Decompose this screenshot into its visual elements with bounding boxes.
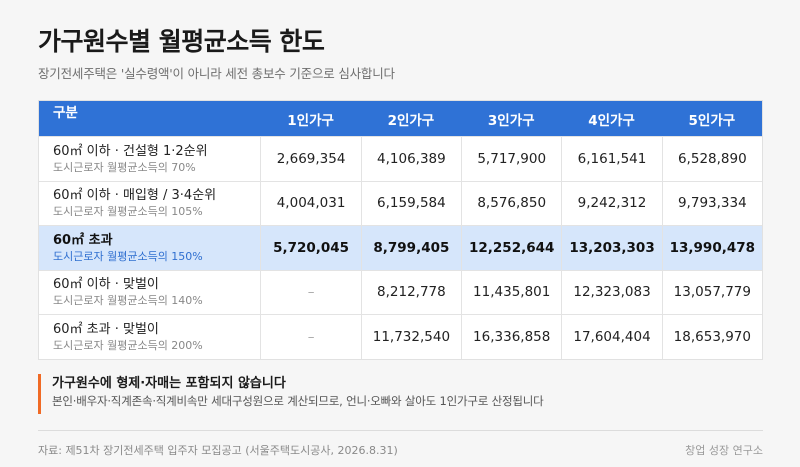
note-body: 본인·배우자·직계존속·직계비속만 세대구성원으로 계산되므로, 언니·오빠와 … (52, 394, 544, 408)
value-cell: 6,161,541 (561, 137, 661, 181)
source-citation: 자료: 제51차 장기전세주택 입주자 모집공고 (서울주택도시공사, 2026… (38, 444, 398, 457)
note-title: 가구원수에 형제·자매는 포함되지 않습니다 (52, 376, 286, 391)
header-4-person: 4인가구 (588, 112, 635, 129)
row-label: 60㎡ 초과 (53, 232, 113, 248)
value-cell: 12,323,083 (561, 270, 661, 314)
value-cell: 8,576,850 (461, 181, 561, 225)
value-cell: 4,004,031 (260, 181, 360, 225)
row-category: 60㎡ 이하 · 건설형 1·2순위 도시근로자 월평균소득의 70% (39, 137, 260, 181)
row-sublabel: 도시근로자 월평균소득의 105% (53, 205, 203, 219)
value-cell: 5,720,045 (260, 226, 360, 270)
value-cell: 5,717,900 (461, 137, 561, 181)
row-sublabel: 도시근로자 월평균소득의 70% (53, 160, 196, 174)
page-title: 가구원수별 월평균소득 한도 (38, 27, 325, 56)
value-cell: 16,336,858 (461, 315, 561, 359)
value-cell: 6,159,584 (360, 181, 461, 225)
header-1-person: 1인가구 (287, 112, 334, 129)
footer-divider (38, 430, 763, 431)
row-label: 60㎡ 이하 · 맞벌이 (53, 277, 159, 293)
table-row-highlighted: 60㎡ 초과 도시근로자 월평균소득의 150% 5,720,045 8,799… (39, 225, 762, 270)
table-row: 60㎡ 이하 · 건설형 1·2순위 도시근로자 월평균소득의 70% 2,66… (39, 136, 762, 181)
value-cell: 12,252,644 (461, 226, 561, 270)
value-cell: 9,793,334 (661, 181, 762, 225)
value-cell: 13,057,779 (661, 270, 762, 314)
row-label: 60㎡ 이하 · 건설형 1·2순위 (53, 143, 208, 159)
value-cell: 11,435,801 (461, 270, 561, 314)
value-cell: 11,732,540 (360, 315, 461, 359)
row-category: 60㎡ 초과 도시근로자 월평균소득의 150% (39, 226, 260, 270)
value-cell-empty: – (260, 315, 360, 359)
value-cell: 2,669,354 (260, 137, 360, 181)
value-cell: 18,653,970 (661, 315, 762, 359)
income-limit-table: 구분 1인가구 2인가구 3인가구 4인가구 5인가구 60㎡ 이하 · 건설형… (38, 100, 763, 360)
row-category: 60㎡ 이하 · 맞벌이 도시근로자 월평균소득의 140% (39, 271, 260, 315)
value-cell: 17,604,404 (561, 315, 661, 359)
value-cell: 8,799,405 (360, 226, 461, 270)
value-cell: 13,203,303 (561, 226, 661, 270)
header-category: 구분 (53, 105, 78, 121)
table-header-row: 구분 1인가구 2인가구 3인가구 4인가구 5인가구 (39, 101, 762, 136)
row-label: 60㎡ 초과 · 맞벌이 (53, 321, 159, 337)
value-cell: 6,528,890 (661, 137, 762, 181)
value-cell: 4,106,389 (360, 137, 461, 181)
header-2-person: 2인가구 (387, 112, 435, 129)
header-3-person: 3인가구 (487, 112, 535, 129)
row-sublabel: 도시근로자 월평균소득의 150% (53, 249, 203, 263)
row-category: 60㎡ 초과 · 맞벌이 도시근로자 월평균소득의 200% (39, 315, 260, 359)
header-5-person: 5인가구 (688, 112, 736, 129)
table-row: 60㎡ 이하 · 매입형 / 3·4순위 도시근로자 월평균소득의 105% 4… (39, 180, 762, 226)
row-label: 60㎡ 이하 · 매입형 / 3·4순위 (53, 188, 217, 204)
table-row: 60㎡ 이하 · 맞벌이 도시근로자 월평균소득의 140% – 8,212,7… (39, 269, 762, 315)
value-cell: 13,990,478 (661, 226, 762, 270)
table-row: 60㎡ 초과 · 맞벌이 도시근로자 월평균소득의 200% – 11,732,… (39, 314, 762, 359)
value-cell: 9,242,312 (561, 181, 661, 225)
row-sublabel: 도시근로자 월평균소득의 200% (53, 338, 203, 352)
callout-note: 가구원수에 형제·자매는 포함되지 않습니다 본인·배우자·직계존속·직계비속만… (38, 374, 763, 414)
row-sublabel: 도시근로자 월평균소득의 140% (53, 294, 203, 308)
value-cell: 8,212,778 (360, 270, 461, 314)
page-subtitle: 장기전세주택은 '실수령액'이 아니라 세전 총보수 기준으로 심사합니다 (38, 66, 395, 81)
row-category: 60㎡ 이하 · 매입형 / 3·4순위 도시근로자 월평균소득의 105% (39, 182, 260, 226)
brand-label: 창업 성장 연구소 (685, 444, 763, 457)
value-cell-empty: – (260, 270, 360, 314)
